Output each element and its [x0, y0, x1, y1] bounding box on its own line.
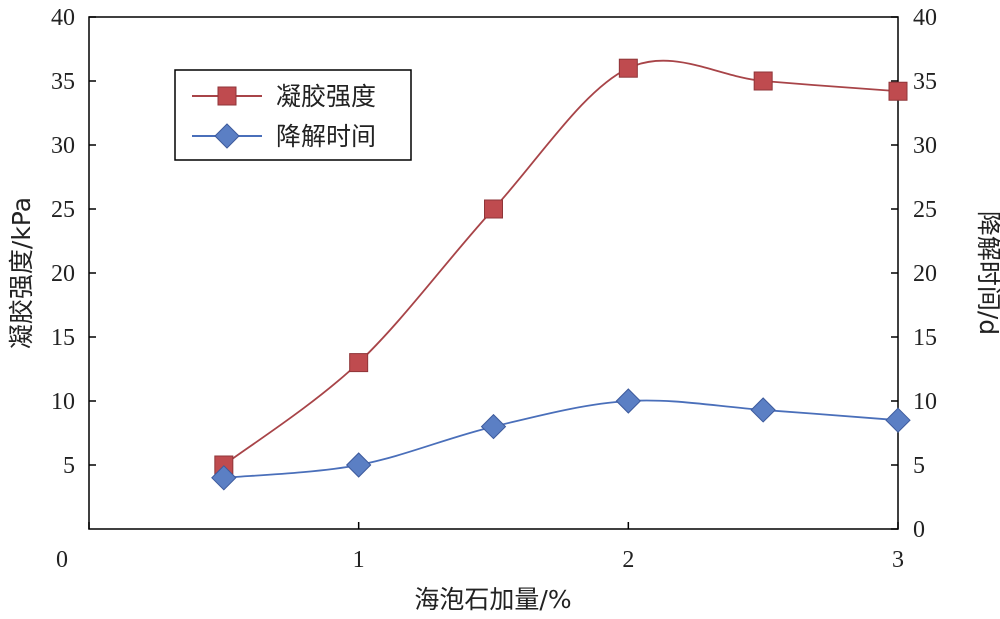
- y-right-tick-label: 5: [913, 453, 925, 479]
- y-left-tick-label: 15: [51, 325, 75, 351]
- y-right-tick-label: 40: [913, 5, 937, 31]
- data-point-diamond: [480, 413, 507, 440]
- y-left-tick-label: 25: [51, 197, 75, 223]
- y-left-tick-label: 40: [51, 5, 75, 31]
- legend-label-deg: 降解时间: [276, 122, 376, 151]
- x-tick-label: 0: [56, 547, 68, 573]
- data-point-square: [888, 81, 908, 101]
- x-tick-label: 3: [892, 547, 904, 573]
- x-tick-label: 2: [622, 547, 634, 573]
- data-point-diamond: [211, 465, 237, 491]
- x-tick-label: 1: [353, 547, 365, 573]
- legend-box: [174, 69, 412, 161]
- y-left-tick-label: 5: [63, 453, 75, 479]
- data-point-diamond: [615, 388, 642, 414]
- y-left-tick-label: 20: [51, 261, 75, 287]
- y-left-tick-label: 30: [51, 133, 75, 159]
- series-layer: [211, 58, 911, 491]
- series-line-1: [223, 399, 899, 479]
- data-point-diamond: [750, 397, 776, 423]
- legend: 凝胶强度 降解时间: [174, 69, 412, 161]
- y-axis-title-right: 降解时间/d: [974, 211, 1000, 335]
- y-axis-title-left: 凝胶强度/kPa: [7, 197, 36, 349]
- y-right-tick-label: 20: [913, 261, 937, 287]
- data-point-diamond: [885, 407, 911, 433]
- y-right-tick-label: 15: [913, 325, 937, 351]
- data-point-square: [349, 353, 369, 373]
- data-point-square: [753, 71, 773, 91]
- legend-marker-gel: [217, 86, 237, 106]
- legend-marker-deg: [214, 123, 240, 149]
- y-right-tick-label: 0: [913, 517, 925, 543]
- y-right-tick-label: 25: [913, 197, 937, 223]
- y-right-tick-label: 10: [913, 389, 937, 415]
- y-left-tick-label: 10: [51, 389, 75, 415]
- x-axis-title: 海泡石加量/%: [414, 585, 571, 614]
- data-point-square: [484, 199, 503, 219]
- y-right-tick-label: 30: [913, 133, 937, 159]
- y-left-tick-label: 35: [51, 69, 75, 95]
- data-point-square: [618, 58, 638, 78]
- legend-label-gel: 凝胶强度: [276, 82, 376, 111]
- y-right-tick-label: 35: [913, 69, 937, 95]
- data-point-diamond: [345, 452, 372, 478]
